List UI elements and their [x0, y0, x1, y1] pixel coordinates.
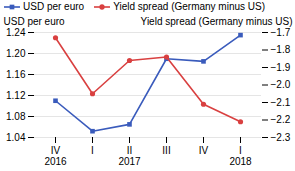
svg-text:−2.3: −2.3 [271, 132, 291, 143]
svg-text:1.24: 1.24 [6, 27, 26, 38]
svg-text:Yield spread (Germany minus US: Yield spread (Germany minus US) [141, 16, 293, 27]
svg-text:IV: IV [51, 145, 61, 156]
svg-text:−2.1: −2.1 [271, 97, 291, 108]
svg-text:1.20: 1.20 [6, 48, 26, 59]
svg-text:III: III [162, 145, 170, 156]
svg-text:1.08: 1.08 [6, 111, 26, 122]
svg-text:−1.9: −1.9 [271, 62, 291, 73]
svg-text:1.16: 1.16 [6, 69, 26, 80]
svg-text:−1.8: −1.8 [271, 44, 291, 55]
svg-text:−2.2: −2.2 [271, 114, 291, 125]
svg-text:USD per euro: USD per euro [4, 16, 66, 27]
svg-text:1.12: 1.12 [6, 90, 26, 101]
svg-text:−2.0: −2.0 [271, 79, 291, 90]
svg-text:IV: IV [199, 145, 209, 156]
svg-text:I: I [91, 145, 94, 156]
svg-text:2017: 2017 [118, 156, 141, 167]
html-text:USD per euro: USD per euro [23, 1, 85, 12]
svg-text:2016: 2016 [44, 156, 67, 167]
svg-text:2018: 2018 [229, 156, 252, 167]
html-text:Yield spread (Germany minus US: Yield spread (Germany minus US) [113, 1, 265, 12]
svg-text:II: II [127, 145, 133, 156]
svg-text:1.04: 1.04 [6, 132, 26, 143]
svg-text:I: I [239, 145, 242, 156]
svg-text:−1.7: −1.7 [271, 27, 291, 38]
